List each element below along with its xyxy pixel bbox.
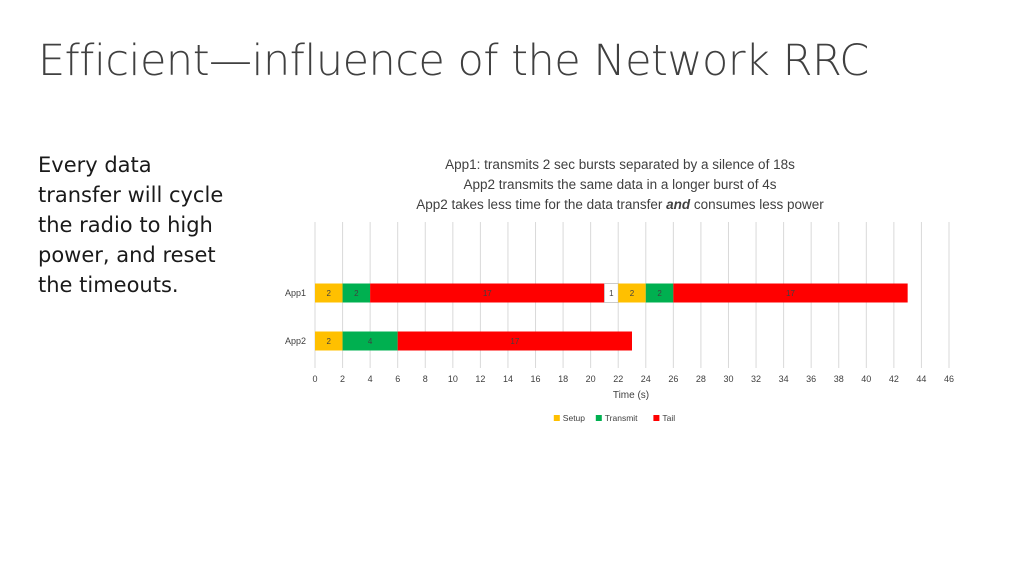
bar-segment-tail (397, 331, 632, 351)
bar-segment-idle (604, 283, 619, 303)
x-tick-label: 34 (779, 374, 789, 384)
chart-title-line-1: App1: transmits 2 sec bursts separated b… (445, 157, 795, 172)
x-axis-label: Time (s) (613, 390, 649, 401)
category-label: App2 (285, 336, 306, 346)
x-tick-labels: 0 2 4 6 8 10 12 14 16 18 20 22 24 26 28 30 32 34 36 38 40 42 4… (312, 374, 954, 384)
data-label: 2 (327, 289, 332, 298)
x-tick-label: 0 (312, 374, 317, 384)
x-tick-label: 28 (696, 374, 706, 384)
legend-swatch-tail (653, 415, 660, 421)
data-label: 4 (368, 337, 373, 346)
category-label: App1 (285, 288, 306, 298)
bar-segment-setup (618, 283, 646, 303)
x-tick-label: 12 (475, 374, 485, 384)
data-label: 1 (609, 289, 614, 298)
x-tick-label: 46 (944, 374, 954, 384)
x-tick-label: 24 (641, 374, 651, 384)
data-label: 17 (786, 289, 795, 298)
bar-segment-setup (315, 283, 343, 303)
x-tick-label: 32 (751, 374, 761, 384)
x-tick-label: 6 (395, 374, 400, 384)
x-tick-label: 2 (340, 374, 345, 384)
slide-title: Efficient—influence of the Network RRC (38, 36, 869, 86)
bar-segment-setup (315, 331, 343, 351)
chart-title-line-3-before: App2 takes less time for the data transf… (416, 197, 667, 212)
chart-title-line-3-after: consumes less power (690, 197, 824, 212)
bar-segment-transmit (342, 283, 371, 303)
x-tick-label: 36 (806, 374, 816, 384)
data-label: 2 (657, 289, 662, 298)
data-label: 2 (327, 337, 332, 346)
x-tick-label: 30 (723, 374, 733, 384)
x-tick-label: 20 (586, 374, 596, 384)
category-labels: App1 App2 (285, 288, 306, 346)
x-tick-label: 16 (531, 374, 541, 384)
legend-label-setup: Setup (563, 413, 585, 423)
x-tick-label: 44 (916, 374, 926, 384)
data-label: 2 (354, 289, 359, 298)
bar-segment-tail (673, 283, 908, 303)
x-tick-label: 4 (368, 374, 373, 384)
legend-swatch-transmit (595, 415, 602, 421)
chart-title: App1: transmits 2 sec bursts separated b… (360, 155, 880, 215)
bar-segment-transmit (645, 283, 674, 303)
legend-label-tail: Tail (662, 413, 675, 423)
chart-title-emphasis: and (666, 197, 691, 212)
x-tick-label: 42 (889, 374, 899, 384)
legend-swatch-setup (553, 415, 560, 421)
chart-title-line-3: App2 takes less time for the data transf… (360, 195, 880, 215)
x-tick-label: 18 (558, 374, 568, 384)
data-label: 2 (630, 289, 635, 298)
x-tick-label: 38 (834, 374, 844, 384)
bullet-text: Every data transfer will cycle the radio… (38, 153, 224, 297)
x-tick-label: 10 (448, 374, 458, 384)
data-label: 17 (483, 289, 492, 298)
x-tick-label: 14 (503, 374, 513, 384)
legend: Setup Transmit Tail (553, 413, 675, 423)
x-tick-label: 40 (861, 374, 871, 384)
x-tick-label: 22 (613, 374, 623, 384)
bars: 2 2 17 1 2 2 17 2 4 17 (315, 283, 908, 351)
bar-segment-transmit (342, 331, 398, 351)
chart-title-line-2: App2 transmits the same data in a longer… (463, 177, 777, 192)
data-label: 17 (510, 337, 519, 346)
x-tick-label: 26 (668, 374, 678, 384)
legend-label-transmit: Transmit (605, 413, 638, 423)
bar-segment-tail (370, 283, 605, 303)
x-tick-label: 8 (423, 374, 428, 384)
